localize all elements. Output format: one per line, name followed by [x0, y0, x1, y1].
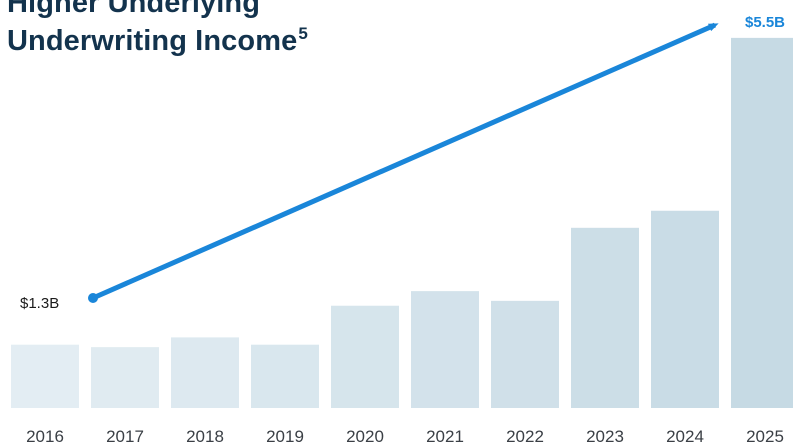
- x-tick-label-2025: 2025: [746, 427, 784, 445]
- chart-title-line-2: Underwriting Income: [7, 25, 298, 57]
- chart-title-line-1: Higher Underlying: [7, 0, 261, 19]
- growth-callout: $1.3B $5.5B: [20, 14, 785, 312]
- x-axis-labels: 2016 2017 2018 2019 2020 2021 2022 2023 2024 2025: [26, 427, 784, 445]
- bar-2019: [251, 344, 319, 408]
- bar-2017: [91, 347, 159, 408]
- x-tick-label-2024: 2024: [666, 427, 704, 445]
- x-tick-label-2016: 2016: [26, 427, 64, 445]
- x-tick-label-2021: 2021: [426, 427, 464, 445]
- bar-2016: [11, 344, 79, 408]
- bars-layer: [11, 37, 793, 408]
- footnote-marker: 5: [298, 24, 308, 43]
- chart-title: Higher Underlying Underwriting Income5: [7, 0, 308, 60]
- bar-2018: [171, 337, 239, 408]
- x-tick-label-2017: 2017: [106, 427, 144, 445]
- start-value-label: $1.3B: [20, 295, 59, 312]
- x-tick-label-2023: 2023: [586, 427, 624, 445]
- bar-2021: [411, 291, 479, 408]
- bar-2020: [331, 305, 399, 408]
- bar-2023: [571, 227, 639, 408]
- bar-2024: [651, 210, 719, 408]
- growth-arrow-start-dot: [88, 293, 98, 303]
- x-tick-label-2018: 2018: [186, 427, 224, 445]
- x-tick-label-2022: 2022: [506, 427, 544, 445]
- x-tick-label-2020: 2020: [346, 427, 384, 445]
- bar-2022: [491, 300, 559, 408]
- end-value-label: $5.5B: [745, 14, 785, 31]
- x-tick-label-2019: 2019: [266, 427, 304, 445]
- bar-2025: [731, 37, 793, 408]
- growth-arrow: [91, 22, 719, 301]
